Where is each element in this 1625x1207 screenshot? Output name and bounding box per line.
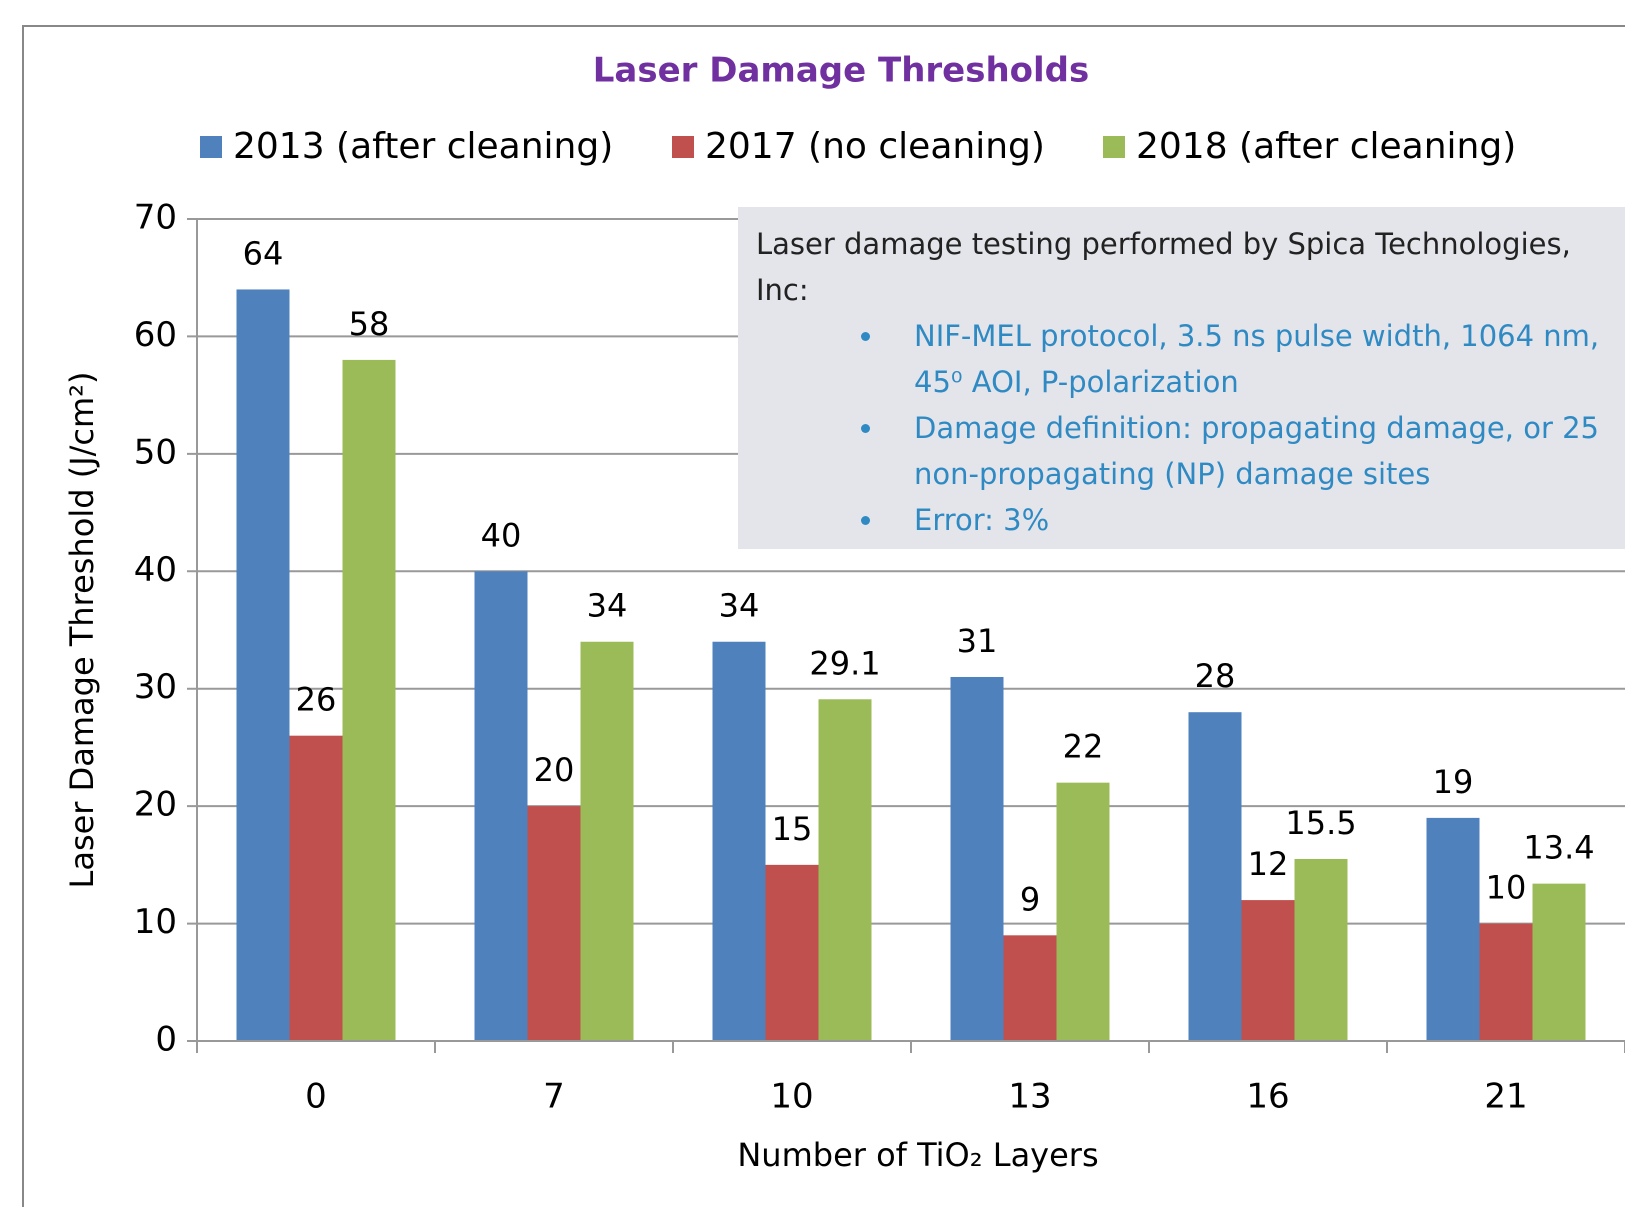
- bar: [950, 676, 1004, 1041]
- bar: [474, 571, 528, 1041]
- bar: [712, 641, 766, 1041]
- data-label: 34: [587, 587, 628, 625]
- data-label: 28: [1195, 657, 1236, 695]
- legend-swatch: [1103, 136, 1125, 158]
- annotation-box: Laser damage testing performed by Spica …: [738, 207, 1625, 549]
- bar: [1188, 712, 1242, 1041]
- annotation-bullet: NIF-MEL protocol, 3.5 ns pulse width, 10…: [886, 313, 1613, 405]
- y-tick-label: 10: [134, 902, 177, 942]
- y-tick-label: 70: [134, 198, 177, 238]
- x-tick-label: 16: [1246, 1077, 1289, 1117]
- annotation-list: NIF-MEL protocol, 3.5 ns pulse width, 10…: [756, 313, 1613, 543]
- y-axis-label: Laser Damage Threshold (J/cm²): [63, 372, 101, 889]
- bar: [289, 735, 343, 1041]
- data-label: 40: [481, 516, 522, 554]
- data-label: 31: [957, 622, 998, 660]
- annotation-heading: Laser damage testing performed by Spica …: [756, 227, 1571, 307]
- data-label: 29.1: [809, 644, 880, 682]
- legend-swatch: [672, 136, 694, 158]
- bar: [236, 289, 290, 1041]
- y-tick-label: 0: [155, 1020, 177, 1060]
- x-tick-label: 10: [770, 1077, 813, 1117]
- y-tick-label: 30: [134, 667, 177, 707]
- data-label: 64: [243, 234, 284, 272]
- data-label: 13.4: [1523, 829, 1594, 867]
- data-label: 58: [349, 305, 390, 343]
- bar: [1056, 782, 1110, 1041]
- x-axis-label: Number of TiO₂ Layers: [737, 1136, 1098, 1174]
- data-label: 10: [1486, 869, 1527, 907]
- bar: [1426, 817, 1480, 1041]
- x-tick-label: 7: [543, 1077, 565, 1117]
- data-label: 15: [772, 810, 813, 848]
- x-tick-label: 13: [1008, 1077, 1051, 1117]
- x-tick-label: 0: [305, 1077, 327, 1117]
- data-label: 26: [296, 681, 337, 719]
- bar: [342, 359, 396, 1041]
- bar: [765, 864, 819, 1041]
- legend-label: 2017 (no cleaning): [705, 126, 1045, 167]
- chart-title: Laser Damage Thresholds: [593, 51, 1090, 91]
- bar: [1003, 935, 1057, 1041]
- data-label: 19: [1433, 763, 1474, 801]
- chart-frame: [22, 25, 1625, 1207]
- y-tick-label: 40: [134, 550, 177, 590]
- bar: [1241, 900, 1295, 1041]
- data-label: 15.5: [1285, 804, 1356, 842]
- annotation-bullet: Damage definition: propagating damage, o…: [886, 405, 1613, 497]
- data-label: 9: [1020, 880, 1040, 918]
- bar: [1294, 858, 1348, 1041]
- legend-label: 2018 (after cleaning): [1136, 126, 1516, 167]
- y-tick-label: 60: [134, 315, 177, 355]
- data-label: 20: [534, 751, 575, 789]
- legend-label: 2013 (after cleaning): [233, 126, 613, 167]
- bar: [527, 806, 581, 1041]
- bar: [1532, 883, 1586, 1041]
- data-label: 22: [1063, 728, 1104, 766]
- data-label: 34: [719, 587, 760, 625]
- data-label: 12: [1248, 845, 1289, 883]
- bar: [1479, 923, 1533, 1041]
- annotation-bullet: Error: 3%: [886, 497, 1613, 543]
- legend-swatch: [200, 136, 222, 158]
- bar: [580, 641, 634, 1041]
- y-tick-label: 20: [134, 785, 177, 825]
- x-tick-label: 21: [1484, 1077, 1527, 1117]
- bar: [818, 699, 872, 1041]
- y-tick-label: 50: [134, 432, 177, 472]
